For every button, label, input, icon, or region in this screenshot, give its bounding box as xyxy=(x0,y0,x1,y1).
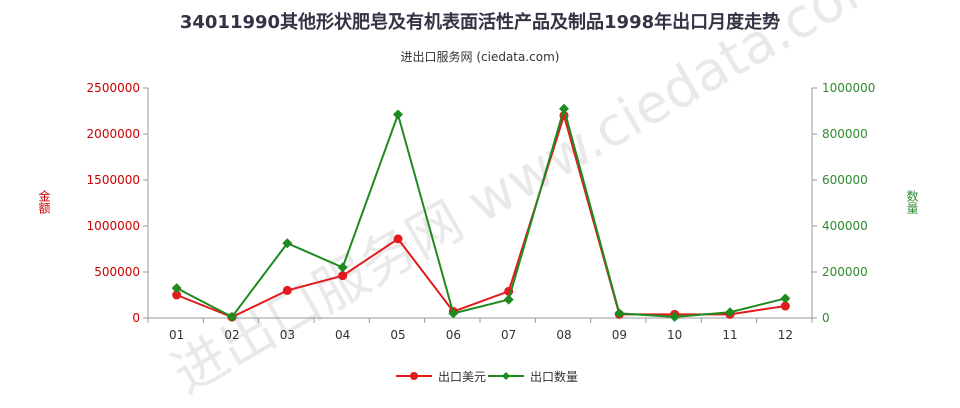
x-tick-label: 09 xyxy=(612,328,627,342)
legend-label-export-quantity: 出口数量 xyxy=(530,369,579,384)
data-point-export-quantity xyxy=(559,103,569,114)
data-point-export-quantity xyxy=(393,109,403,120)
data-point-export-quantity xyxy=(780,293,791,304)
data-point-export-usd xyxy=(338,271,348,281)
legend-item-export-usd[interactable]: 出口美元 xyxy=(396,366,486,386)
x-tick-label: 05 xyxy=(390,328,405,342)
right-tick-label: 400000 xyxy=(822,219,868,233)
data-point-export-quantity xyxy=(171,283,182,294)
data-point-export-quantity xyxy=(448,308,459,319)
left-tick-label: 0 xyxy=(132,311,140,325)
left-axis-label: 金额 xyxy=(37,190,51,214)
data-point-export-quantity xyxy=(669,311,680,322)
data-point-export-usd xyxy=(393,234,403,244)
data-point-export-quantity xyxy=(614,308,625,319)
chart-title: 34011990其他形状肥皂及有机表面活性产品及制品1998年出口月度走势 xyxy=(179,12,781,33)
x-tick-label: 01 xyxy=(169,328,184,342)
x-tick-label: 12 xyxy=(778,328,793,342)
x-tick-label: 04 xyxy=(335,328,350,342)
left-tick-label: 500000 xyxy=(94,265,140,279)
right-tick-label: 800000 xyxy=(822,127,868,141)
legend-swatch-green xyxy=(488,372,524,380)
left-tick-label: 1000000 xyxy=(87,219,140,233)
legend-swatch-red xyxy=(396,372,432,380)
right-tick-label: 1000000 xyxy=(822,81,875,95)
legend-item-export-quantity[interactable]: 出口数量 xyxy=(488,366,578,386)
x-tick-label: 06 xyxy=(446,328,461,342)
x-tick-label: 03 xyxy=(280,328,295,342)
data-point-export-usd xyxy=(172,290,182,300)
chart-legend: 出口美元 出口数量 xyxy=(0,366,960,386)
right-axis-label: 数量 xyxy=(905,190,919,214)
data-point-export-quantity xyxy=(503,294,514,305)
legend-label-export-usd: 出口美元 xyxy=(438,369,487,384)
series-line-export-quantity xyxy=(176,104,786,319)
left-tick-label: 2500000 xyxy=(87,81,140,95)
x-tick-label: 07 xyxy=(501,328,516,342)
x-tick-label: 02 xyxy=(224,328,239,342)
data-point-export-usd xyxy=(780,301,790,311)
data-point-export-quantity xyxy=(282,238,293,249)
right-tick-label: 600000 xyxy=(822,173,868,187)
right-tick-label: 200000 xyxy=(822,265,868,279)
x-tick-label: 10 xyxy=(667,328,682,342)
data-point-export-usd xyxy=(282,285,292,295)
data-point-export-quantity xyxy=(337,262,348,273)
data-point-export-quantity xyxy=(725,307,735,318)
x-tick-label: 08 xyxy=(556,328,571,342)
left-tick-label: 2000000 xyxy=(87,127,140,141)
left-tick-label: 1500000 xyxy=(87,173,140,187)
x-tick-label: 11 xyxy=(722,328,737,342)
series-line-export-usd xyxy=(176,112,786,319)
chart-subtitle: 进出口服务网 (ciedata.com) xyxy=(400,50,560,64)
right-tick-label: 0 xyxy=(822,311,830,325)
data-point-export-quantity xyxy=(227,311,237,322)
